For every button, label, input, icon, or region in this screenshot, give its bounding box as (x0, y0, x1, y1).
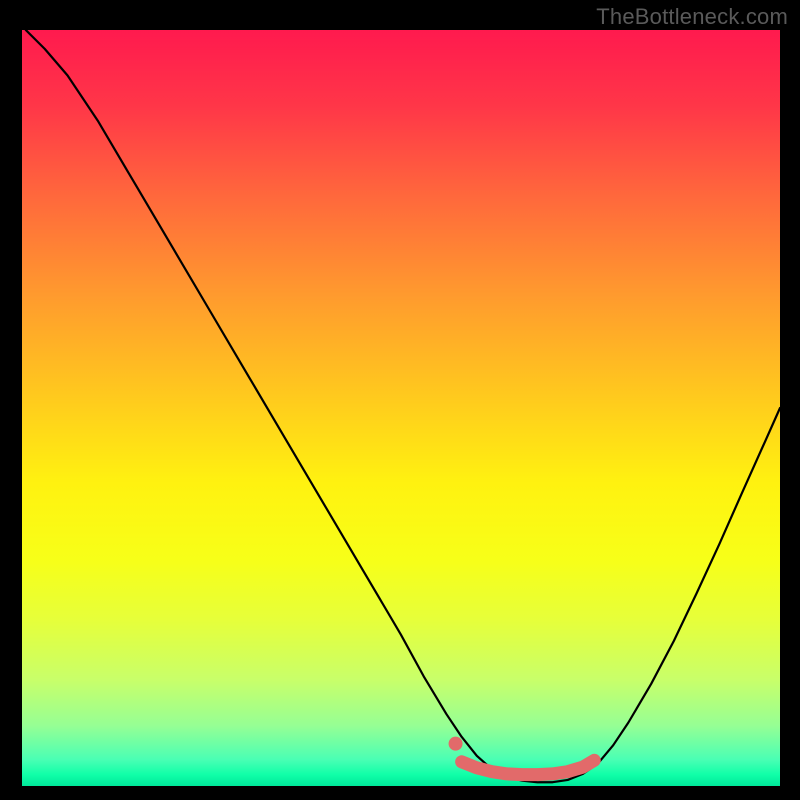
plot-area (22, 30, 780, 786)
gradient-background (22, 30, 780, 786)
watermark-text: TheBottleneck.com (596, 4, 788, 30)
optimal-range-start-dot (449, 737, 463, 751)
chart-frame: TheBottleneck.com (0, 0, 800, 800)
bottleneck-curve-chart (22, 30, 780, 786)
